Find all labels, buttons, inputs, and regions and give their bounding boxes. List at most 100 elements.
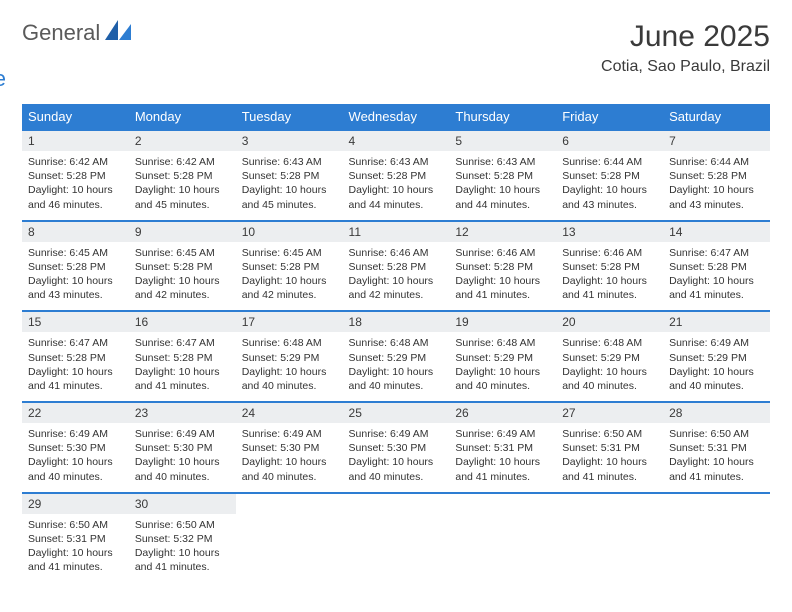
weekday-header: Saturday [663, 104, 770, 130]
day-body: Sunrise: 6:47 AMSunset: 5:28 PMDaylight:… [663, 242, 770, 311]
sunset-text: Sunset: 5:29 PM [455, 351, 550, 365]
day-cell: 16Sunrise: 6:47 AMSunset: 5:28 PMDayligh… [129, 311, 236, 402]
sunset-text: Sunset: 5:28 PM [349, 260, 444, 274]
day-body: Sunrise: 6:50 AMSunset: 5:31 PMDaylight:… [556, 423, 663, 492]
day-cell: 4Sunrise: 6:43 AMSunset: 5:28 PMDaylight… [343, 130, 450, 221]
day-number: 18 [343, 312, 450, 332]
day-body: Sunrise: 6:48 AMSunset: 5:29 PMDaylight:… [449, 332, 556, 401]
daylight-text: Daylight: 10 hours and 41 minutes. [455, 274, 550, 302]
sunset-text: Sunset: 5:28 PM [562, 260, 657, 274]
day-number: 6 [556, 131, 663, 151]
daylight-text: Daylight: 10 hours and 40 minutes. [669, 365, 764, 393]
sunset-text: Sunset: 5:29 PM [562, 351, 657, 365]
day-cell: 28Sunrise: 6:50 AMSunset: 5:31 PMDayligh… [663, 402, 770, 493]
sunset-text: Sunset: 5:31 PM [562, 441, 657, 455]
daylight-text: Daylight: 10 hours and 41 minutes. [28, 365, 123, 393]
day-cell: 23Sunrise: 6:49 AMSunset: 5:30 PMDayligh… [129, 402, 236, 493]
day-body: Sunrise: 6:49 AMSunset: 5:30 PMDaylight:… [22, 423, 129, 492]
daylight-text: Daylight: 10 hours and 45 minutes. [135, 183, 230, 211]
daylight-text: Daylight: 10 hours and 42 minutes. [242, 274, 337, 302]
day-body: Sunrise: 6:48 AMSunset: 5:29 PMDaylight:… [556, 332, 663, 401]
day-cell: 14Sunrise: 6:47 AMSunset: 5:28 PMDayligh… [663, 221, 770, 312]
day-body: Sunrise: 6:49 AMSunset: 5:30 PMDaylight:… [129, 423, 236, 492]
empty-cell [236, 493, 343, 583]
day-number: 16 [129, 312, 236, 332]
empty-cell [449, 493, 556, 583]
empty-cell [663, 493, 770, 583]
logo-text-blue: Blue [0, 66, 131, 92]
sunset-text: Sunset: 5:30 PM [135, 441, 230, 455]
daylight-text: Daylight: 10 hours and 40 minutes. [135, 455, 230, 483]
sunrise-text: Sunrise: 6:48 AM [349, 336, 444, 350]
daylight-text: Daylight: 10 hours and 40 minutes. [28, 455, 123, 483]
sunrise-text: Sunrise: 6:45 AM [242, 246, 337, 260]
daylight-text: Daylight: 10 hours and 43 minutes. [28, 274, 123, 302]
day-cell: 26Sunrise: 6:49 AMSunset: 5:31 PMDayligh… [449, 402, 556, 493]
daylight-text: Daylight: 10 hours and 42 minutes. [135, 274, 230, 302]
day-cell: 17Sunrise: 6:48 AMSunset: 5:29 PMDayligh… [236, 311, 343, 402]
day-cell: 20Sunrise: 6:48 AMSunset: 5:29 PMDayligh… [556, 311, 663, 402]
day-body: Sunrise: 6:45 AMSunset: 5:28 PMDaylight:… [22, 242, 129, 311]
sunset-text: Sunset: 5:28 PM [562, 169, 657, 183]
sunset-text: Sunset: 5:32 PM [135, 532, 230, 546]
daylight-text: Daylight: 10 hours and 43 minutes. [562, 183, 657, 211]
weekday-header-row: Sunday Monday Tuesday Wednesday Thursday… [22, 104, 770, 130]
sunrise-text: Sunrise: 6:45 AM [135, 246, 230, 260]
day-cell: 9Sunrise: 6:45 AMSunset: 5:28 PMDaylight… [129, 221, 236, 312]
day-number: 13 [556, 222, 663, 242]
page-title: June 2025 [601, 20, 770, 54]
sunrise-text: Sunrise: 6:49 AM [135, 427, 230, 441]
sunrise-text: Sunrise: 6:49 AM [242, 427, 337, 441]
sunset-text: Sunset: 5:29 PM [669, 351, 764, 365]
day-number: 27 [556, 403, 663, 423]
calendar-row: 29Sunrise: 6:50 AMSunset: 5:31 PMDayligh… [22, 493, 770, 583]
day-body: Sunrise: 6:43 AMSunset: 5:28 PMDaylight:… [343, 151, 450, 220]
day-cell: 10Sunrise: 6:45 AMSunset: 5:28 PMDayligh… [236, 221, 343, 312]
sunset-text: Sunset: 5:28 PM [242, 169, 337, 183]
day-cell: 24Sunrise: 6:49 AMSunset: 5:30 PMDayligh… [236, 402, 343, 493]
sunset-text: Sunset: 5:28 PM [455, 169, 550, 183]
sunset-text: Sunset: 5:30 PM [349, 441, 444, 455]
day-body: Sunrise: 6:48 AMSunset: 5:29 PMDaylight:… [236, 332, 343, 401]
day-number: 4 [343, 131, 450, 151]
day-body: Sunrise: 6:50 AMSunset: 5:32 PMDaylight:… [129, 514, 236, 583]
sunrise-text: Sunrise: 6:47 AM [669, 246, 764, 260]
calendar-row: 8Sunrise: 6:45 AMSunset: 5:28 PMDaylight… [22, 221, 770, 312]
day-number: 26 [449, 403, 556, 423]
day-body: Sunrise: 6:45 AMSunset: 5:28 PMDaylight:… [129, 242, 236, 311]
sunrise-text: Sunrise: 6:50 AM [669, 427, 764, 441]
day-number: 30 [129, 494, 236, 514]
day-body: Sunrise: 6:49 AMSunset: 5:31 PMDaylight:… [449, 423, 556, 492]
daylight-text: Daylight: 10 hours and 44 minutes. [349, 183, 444, 211]
sunset-text: Sunset: 5:28 PM [349, 169, 444, 183]
calendar-row: 22Sunrise: 6:49 AMSunset: 5:30 PMDayligh… [22, 402, 770, 493]
sunrise-text: Sunrise: 6:50 AM [135, 518, 230, 532]
day-number: 2 [129, 131, 236, 151]
day-body: Sunrise: 6:49 AMSunset: 5:29 PMDaylight:… [663, 332, 770, 401]
weekday-header: Sunday [22, 104, 129, 130]
day-cell: 6Sunrise: 6:44 AMSunset: 5:28 PMDaylight… [556, 130, 663, 221]
logo-text-general: General [22, 20, 100, 45]
weekday-header: Wednesday [343, 104, 450, 130]
calendar-body: 1Sunrise: 6:42 AMSunset: 5:28 PMDaylight… [22, 130, 770, 582]
sunset-text: Sunset: 5:30 PM [28, 441, 123, 455]
sunrise-text: Sunrise: 6:46 AM [349, 246, 444, 260]
sunrise-text: Sunrise: 6:49 AM [28, 427, 123, 441]
empty-cell [343, 493, 450, 583]
sunrise-text: Sunrise: 6:50 AM [28, 518, 123, 532]
daylight-text: Daylight: 10 hours and 40 minutes. [349, 365, 444, 393]
day-body: Sunrise: 6:42 AMSunset: 5:28 PMDaylight:… [22, 151, 129, 220]
daylight-text: Daylight: 10 hours and 41 minutes. [135, 365, 230, 393]
day-number: 5 [449, 131, 556, 151]
sunset-text: Sunset: 5:29 PM [349, 351, 444, 365]
sunrise-text: Sunrise: 6:43 AM [349, 155, 444, 169]
day-body: Sunrise: 6:44 AMSunset: 5:28 PMDaylight:… [556, 151, 663, 220]
sunset-text: Sunset: 5:28 PM [669, 260, 764, 274]
sunrise-text: Sunrise: 6:46 AM [562, 246, 657, 260]
sunset-text: Sunset: 5:29 PM [242, 351, 337, 365]
day-number: 10 [236, 222, 343, 242]
daylight-text: Daylight: 10 hours and 41 minutes. [669, 455, 764, 483]
sunset-text: Sunset: 5:28 PM [135, 351, 230, 365]
day-body: Sunrise: 6:45 AMSunset: 5:28 PMDaylight:… [236, 242, 343, 311]
day-number: 28 [663, 403, 770, 423]
